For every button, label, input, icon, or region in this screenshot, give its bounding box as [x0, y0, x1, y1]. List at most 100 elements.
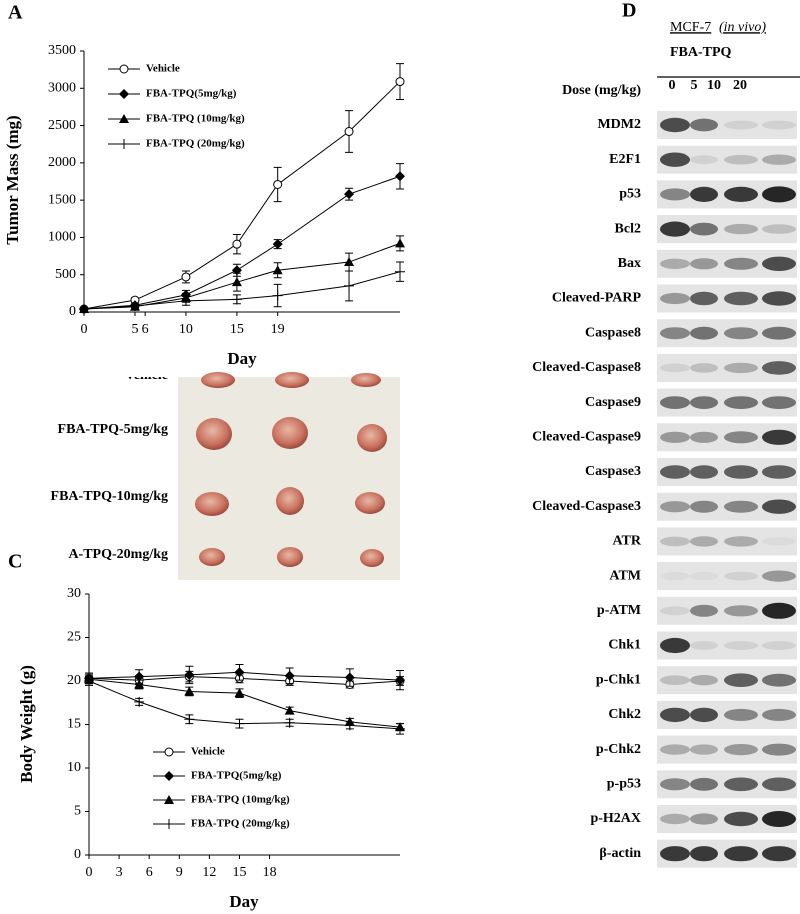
- x-axis-label: Day: [229, 892, 259, 911]
- blot-strip: [657, 596, 797, 625]
- y-tick-label: 0: [74, 847, 81, 862]
- data-point: [273, 179, 283, 189]
- legend-label: FBA-TPQ(5mg/kg): [146, 88, 237, 100]
- legend-marker: [164, 819, 174, 829]
- blot-band: [690, 291, 718, 306]
- blot-band: [724, 257, 758, 270]
- blot-band: [660, 501, 690, 513]
- blot-band: [724, 744, 758, 756]
- blot-band: [690, 641, 718, 650]
- blot-band: [660, 813, 690, 825]
- blot-band: [762, 224, 796, 234]
- data-point: [344, 189, 355, 200]
- blot-row-label: Caspase8: [585, 325, 641, 340]
- blot-band: [762, 465, 796, 479]
- blot-band: [762, 811, 796, 827]
- blot-band: [690, 186, 718, 202]
- blot-strip: [657, 180, 797, 209]
- blot-band: [724, 571, 758, 581]
- x-tick-label: 10: [179, 322, 193, 337]
- data-point: [344, 280, 355, 291]
- blot-background: [657, 562, 797, 591]
- legend-label: Vehicle: [191, 746, 225, 758]
- data-point: [395, 171, 405, 182]
- data-point: [134, 696, 145, 707]
- blot-strip: [657, 111, 797, 139]
- dose-label: 0: [669, 78, 676, 93]
- data-point: [344, 672, 355, 683]
- blot-band: [762, 673, 796, 687]
- blot-band: [690, 431, 718, 443]
- blot-band: [724, 362, 758, 374]
- blot-row-label: Chk1: [608, 638, 641, 653]
- data-point: [395, 723, 405, 734]
- y-tick-label: 2000: [48, 155, 76, 170]
- blot-row-label: E2F1: [609, 152, 641, 167]
- blot-band: [762, 326, 796, 340]
- blot-row-label: p53: [619, 187, 641, 202]
- data-point: [395, 266, 405, 277]
- blot-band: [762, 537, 796, 546]
- data-point: [272, 290, 283, 301]
- blot-background: [657, 735, 797, 764]
- blot-band: [724, 708, 758, 721]
- blot-band: [690, 500, 718, 513]
- blot-band: [690, 604, 718, 617]
- blot-row-label: Bcl2: [615, 221, 641, 236]
- data-point: [234, 667, 245, 678]
- blot-strip: [657, 527, 797, 556]
- blot-band: [762, 777, 796, 792]
- blot-band: [690, 118, 718, 132]
- data-point: [272, 239, 283, 250]
- blot-band: [690, 846, 718, 862]
- legend-marker: [119, 114, 129, 123]
- panel-label: C: [8, 551, 22, 573]
- blot-strip: [657, 353, 797, 382]
- data-point: [180, 295, 191, 306]
- blot-row-label: ATM: [609, 568, 641, 583]
- blot-band: [660, 292, 690, 305]
- y-tick-label: 2500: [48, 118, 76, 133]
- dose-label: 10: [707, 78, 721, 93]
- y-tick-label: 3500: [48, 43, 76, 58]
- data-point: [184, 669, 195, 680]
- y-tick-label: 3000: [48, 81, 76, 96]
- x-tick-label: 3: [116, 865, 123, 880]
- blot-band: [762, 429, 796, 445]
- blot-band: [690, 744, 718, 755]
- y-tick-label: 5: [74, 804, 81, 819]
- data-point: [344, 127, 354, 137]
- blot-band: [660, 431, 690, 443]
- photo-label: A-TPQ-20mg/kg: [68, 547, 168, 562]
- x-tick-label: 0: [81, 322, 88, 337]
- blot-band: [762, 641, 796, 650]
- blot-row-label: Caspase3: [585, 464, 641, 479]
- data-point: [344, 720, 355, 731]
- blot-band: [762, 570, 796, 582]
- blot-band: [762, 361, 796, 375]
- blot-strip: [657, 319, 797, 348]
- blot-strip: [657, 562, 797, 591]
- legend-label: FBA-TPQ (20mg/kg): [191, 818, 290, 830]
- blot-row-label: β-actin: [599, 846, 641, 861]
- blot-band: [660, 396, 690, 409]
- blot-band: [660, 606, 690, 616]
- blot-band: [690, 222, 718, 236]
- blot-strip: [657, 492, 797, 521]
- blot-band: [724, 673, 758, 687]
- cell-line: MCF-7: [670, 20, 711, 35]
- y-tick-label: 0: [69, 304, 76, 319]
- blot-band: [762, 291, 796, 306]
- blot-band: [724, 641, 758, 650]
- blot-band: [724, 811, 758, 827]
- y-tick-label: 1000: [48, 230, 76, 245]
- blot-band: [724, 500, 758, 513]
- blot-band: [762, 186, 796, 203]
- blot-band: [660, 258, 690, 269]
- blot-band: [762, 120, 796, 130]
- y-tick-label: 10: [67, 760, 81, 775]
- blot-band: [724, 777, 758, 792]
- blot-band: [690, 363, 718, 373]
- blot-strip: [657, 284, 797, 313]
